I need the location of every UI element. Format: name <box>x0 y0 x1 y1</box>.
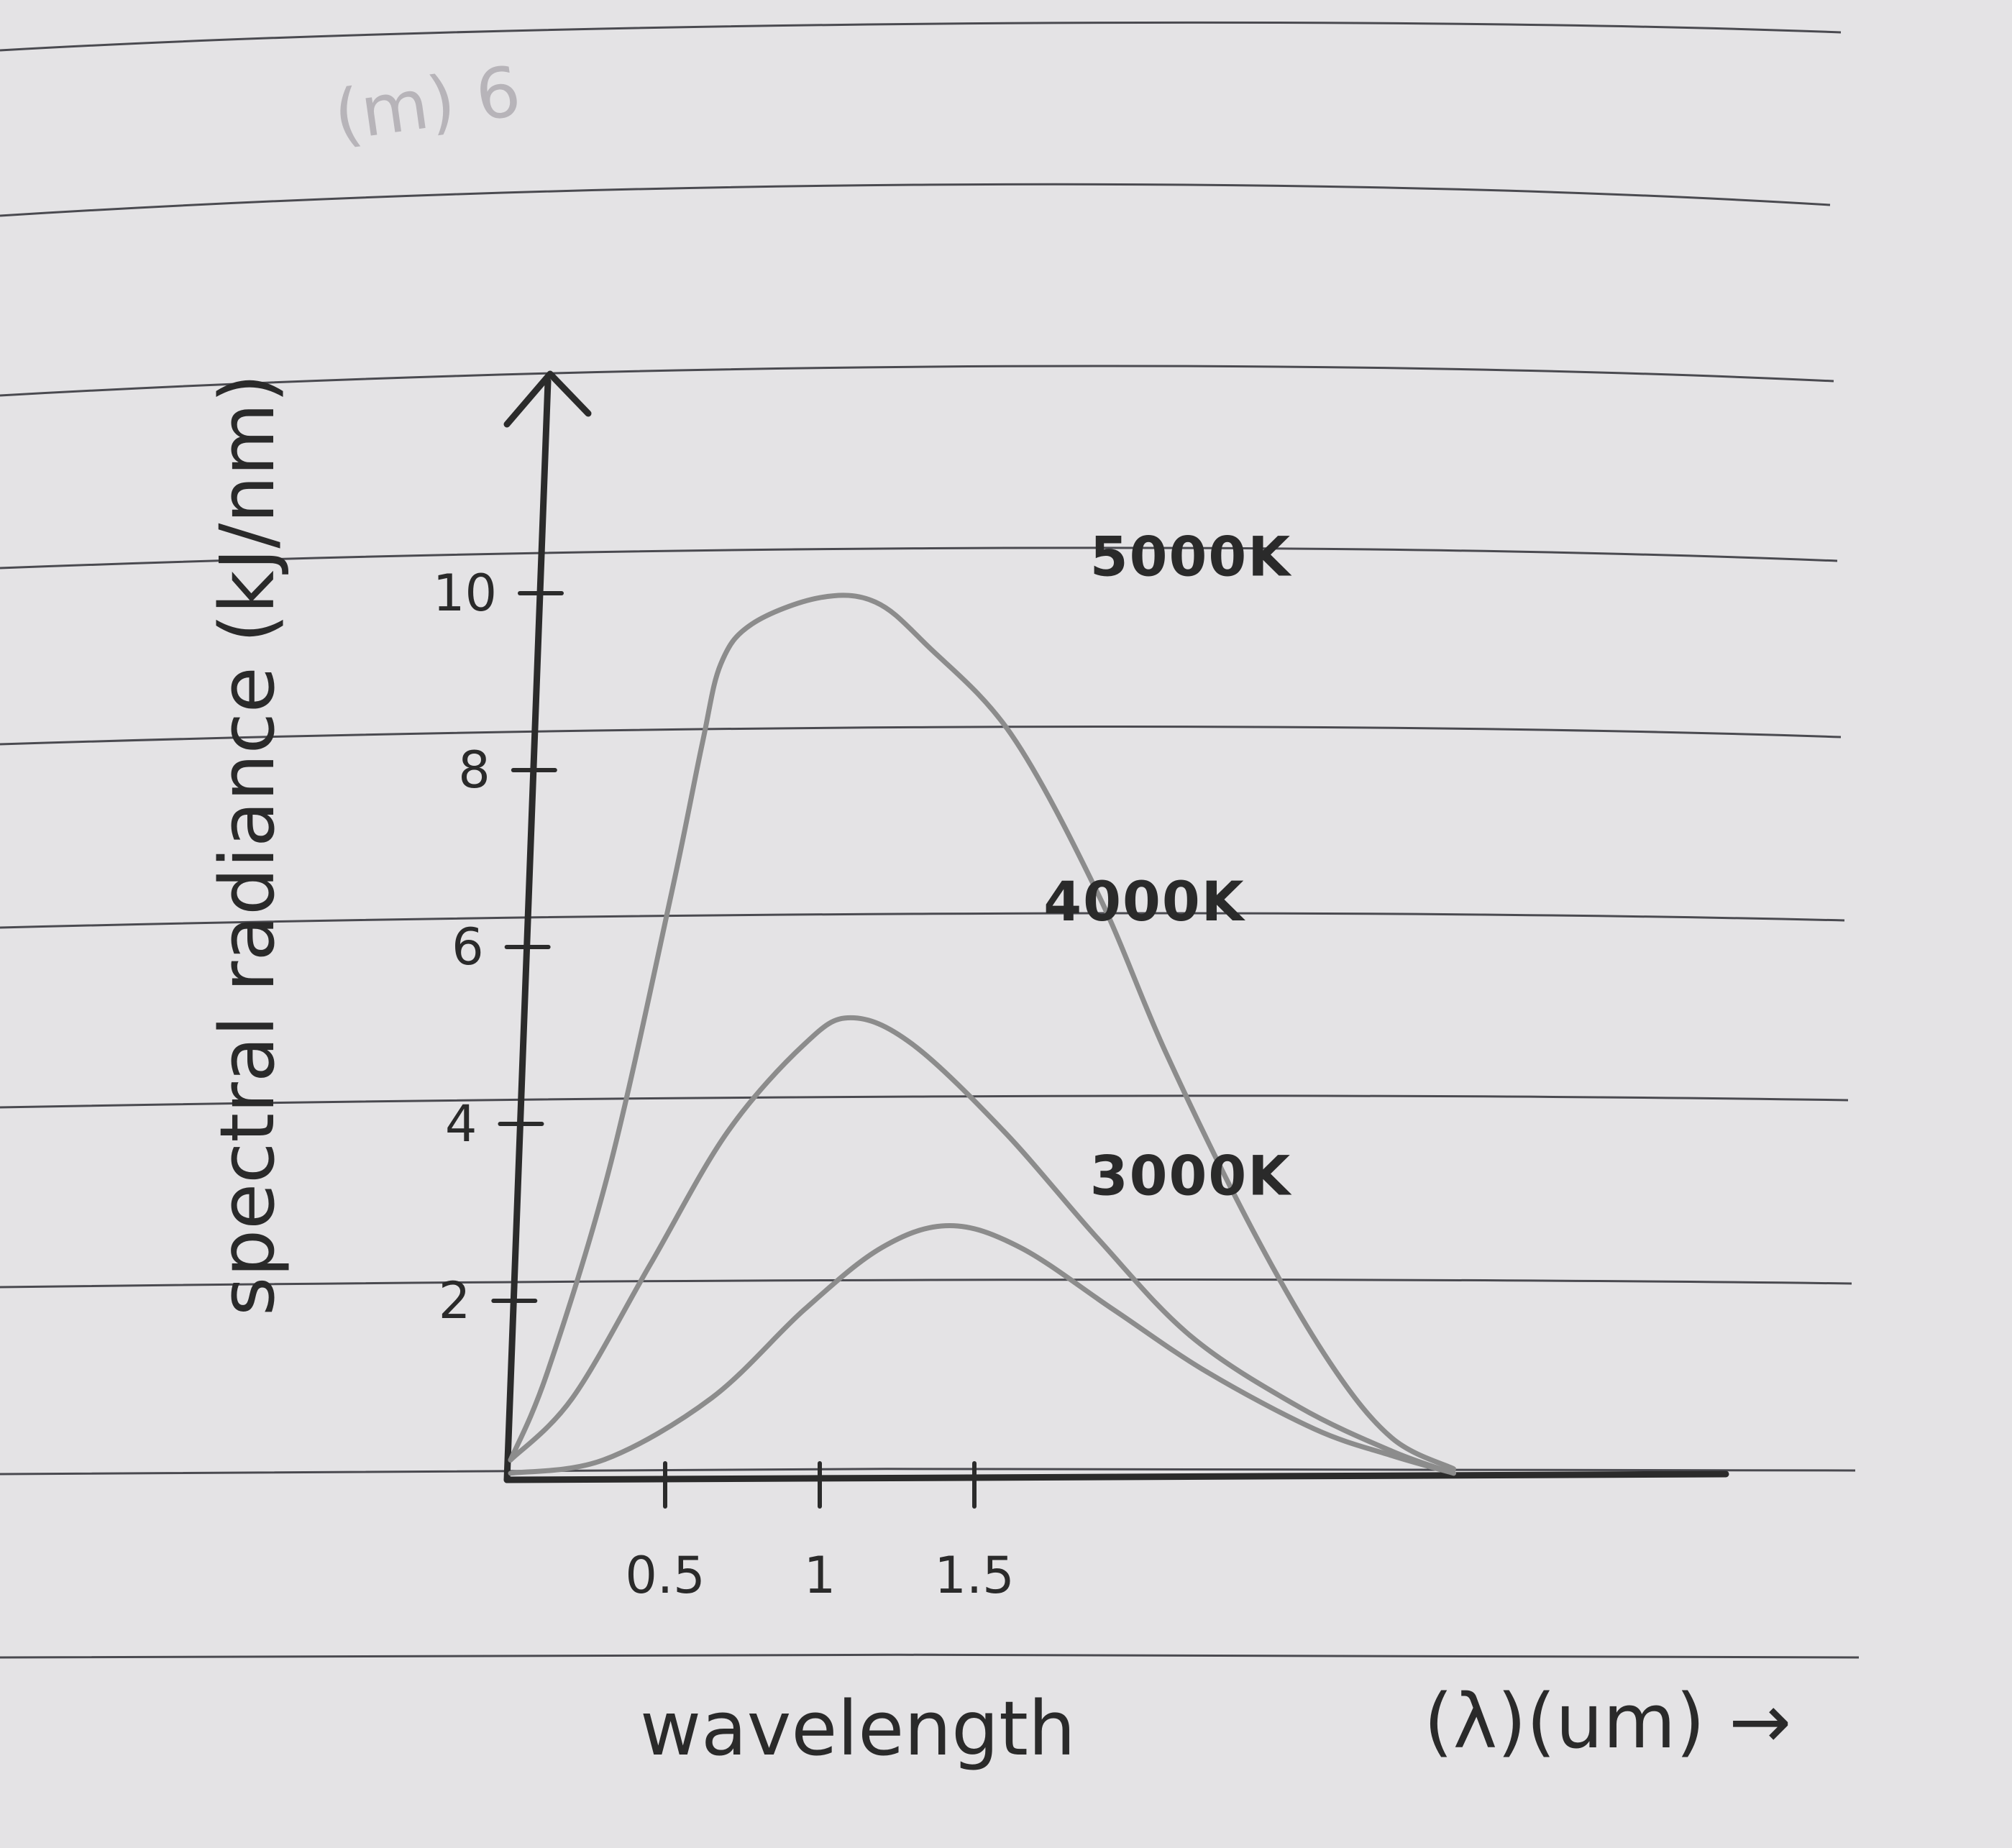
x-tick-label: 1 <box>804 1546 836 1605</box>
ruled-line <box>0 1467 1856 1476</box>
x-ticks: 0.5 1 1.5 <box>625 1461 1015 1605</box>
y-tick-label: 4 <box>445 1094 477 1153</box>
y-axis <box>503 378 552 1483</box>
series-labels: 5000K 4000K 3000K <box>1043 524 1293 1207</box>
series-label: 3000K <box>1090 1143 1293 1207</box>
x-tick-label: 0.5 <box>625 1546 705 1605</box>
ruled-line <box>0 912 1845 929</box>
corner-note: (m) 6 <box>329 51 526 157</box>
y-tick-label: 6 <box>452 918 484 976</box>
series-line-3000k <box>508 1223 1456 1476</box>
x-axis-unit: (λ)(um) → <box>1424 1678 1791 1765</box>
ruled-line <box>0 365 1834 397</box>
y-axis-arrow-icon <box>503 370 592 428</box>
ruled-line <box>0 726 1842 746</box>
x-tick-label: 1.5 <box>934 1546 1014 1605</box>
x-axis <box>503 1470 1729 1483</box>
y-tick-label: 8 <box>458 741 490 800</box>
ruled-line <box>0 21 1842 52</box>
y-ticks: 2 4 6 8 10 <box>433 564 564 1330</box>
y-tick-label: 10 <box>433 564 497 623</box>
ruled-line <box>0 1094 1849 1109</box>
ruled-line <box>0 1653 1860 1659</box>
series-label: 5000K <box>1090 524 1293 588</box>
series-line-4000k <box>508 1015 1456 1476</box>
y-axis-label: spectral radiance (kJ/nm) <box>204 374 291 1316</box>
series-line-5000k <box>508 593 1456 1472</box>
series <box>508 593 1456 1476</box>
ruled-line <box>0 1278 1852 1289</box>
axes <box>503 370 1729 1483</box>
ruled-lines <box>0 21 1860 1659</box>
x-axis-label: wavelength <box>640 1685 1076 1772</box>
ruled-line <box>0 183 1831 217</box>
ruled-line <box>0 546 1838 570</box>
y-tick-label: 2 <box>439 1271 471 1330</box>
series-label: 4000K <box>1043 869 1246 933</box>
